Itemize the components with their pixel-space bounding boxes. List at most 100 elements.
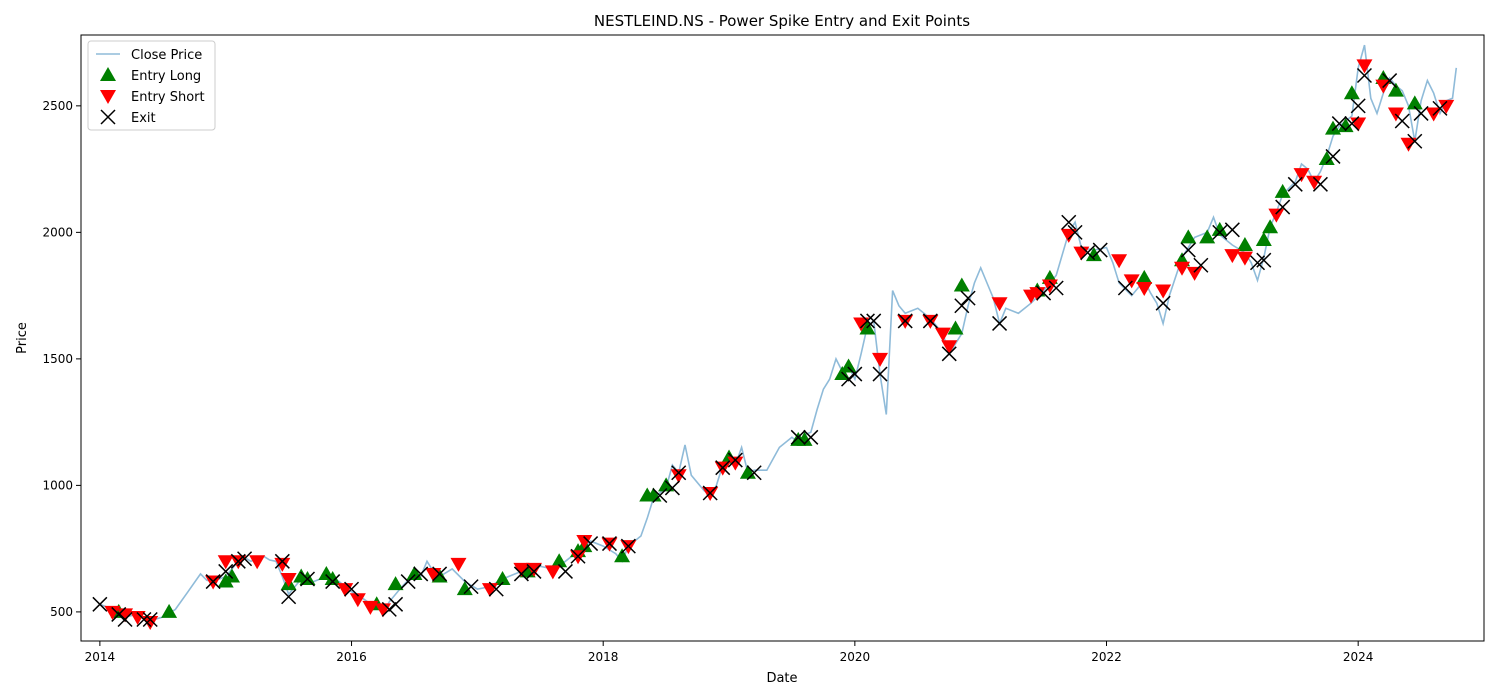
exit-marker	[1275, 199, 1291, 215]
entry-long-marker	[494, 571, 511, 586]
exit-marker	[1432, 100, 1448, 116]
exit-marker	[922, 313, 938, 329]
exit-marker	[897, 313, 913, 329]
exit-marker	[1331, 116, 1347, 132]
entry-long-marker	[1136, 269, 1153, 284]
exit-marker	[872, 366, 888, 382]
exit-marker	[325, 574, 341, 590]
entry-long-marker	[1262, 219, 1279, 234]
x-tick-label: 2018	[588, 650, 619, 664]
y-axis: 500 1000 1500 2000 2500	[42, 99, 81, 619]
entry-short-marker	[576, 535, 593, 550]
entry-short-marker	[1186, 266, 1203, 281]
exit-marker	[281, 589, 297, 605]
exit-marker	[142, 611, 158, 628]
exit-marker	[1224, 222, 1240, 238]
entry-long-marker	[1274, 183, 1291, 198]
entry-long-marker	[1180, 229, 1197, 244]
entry-long-marker	[161, 603, 178, 618]
entry-short-marker	[349, 593, 366, 608]
entry-long-marker	[614, 548, 631, 563]
exit-marker	[274, 553, 290, 569]
entry-short-marker	[1356, 59, 1373, 74]
exit-marker	[746, 465, 762, 481]
entry-short-marker	[727, 456, 744, 471]
y-tick-label: 500	[50, 605, 73, 619]
entry-short-marker	[1111, 254, 1128, 269]
exit-marker	[1256, 252, 1272, 268]
entry-long-marker	[1199, 229, 1216, 244]
entry-short-marker	[450, 557, 467, 572]
exit-marker	[790, 429, 806, 445]
exit-marker	[218, 563, 234, 579]
exit-marker	[1344, 116, 1360, 132]
legend-box	[87, 40, 216, 131]
entry-short-marker	[274, 557, 291, 572]
exit-marker	[92, 596, 108, 612]
entry-long-marker	[1211, 221, 1228, 236]
exit-marker	[136, 611, 152, 628]
entry-long-marker	[840, 358, 857, 373]
entry-long-marker	[1406, 95, 1423, 110]
entry-long-marker	[947, 320, 964, 335]
y-tick-label: 2500	[42, 99, 73, 113]
entry-short-marker	[1136, 282, 1153, 297]
x-axis-label: Date	[766, 671, 797, 686]
exit-marker	[1155, 295, 1171, 311]
entry-short-marker	[104, 605, 121, 620]
exit-marker	[1067, 224, 1083, 240]
legend-short-swatch	[100, 90, 116, 104]
y-tick-label: 1000	[42, 478, 73, 492]
entry-short-marker	[872, 352, 889, 367]
y-tick-label: 2000	[42, 225, 73, 239]
exit-marker	[1080, 245, 1096, 261]
entry-short-marker	[941, 340, 958, 355]
exit-marker	[960, 290, 976, 306]
entry-long-marker	[1236, 237, 1253, 252]
entry-short-marker	[129, 610, 146, 625]
exit-marker	[570, 548, 586, 564]
entry-long-marker	[1085, 247, 1102, 262]
exit-marker	[1117, 280, 1133, 296]
entry-short-marker	[1293, 168, 1310, 183]
entry-long-marker	[953, 277, 970, 292]
entry-long-marker	[1337, 118, 1354, 133]
exit-marker	[526, 563, 542, 579]
exit-marker	[715, 460, 731, 476]
legend-label: Exit	[131, 111, 156, 126]
exit-marker	[117, 611, 133, 628]
entry-short-marker	[1155, 284, 1172, 299]
legend: Close Price Entry Long Entry Short Exit	[87, 40, 216, 131]
entry-short-marker	[1268, 208, 1285, 223]
entry-long-marker	[1387, 82, 1404, 97]
entry-long-marker	[658, 477, 675, 492]
exit-marker	[1407, 133, 1423, 149]
exit-marker	[992, 315, 1008, 331]
entry-long-marker	[1318, 150, 1335, 165]
exit-marker	[400, 574, 416, 590]
exit-marker	[652, 487, 668, 504]
entry-short-marker	[544, 565, 561, 580]
exit-marker	[866, 313, 882, 329]
entry-short-marker	[1174, 261, 1191, 276]
entry-short-marker	[513, 562, 530, 577]
exit-marker	[702, 485, 718, 501]
plot-frame	[80, 34, 1485, 642]
exit-marker	[841, 371, 857, 387]
exit-marker	[583, 536, 599, 552]
entry-long-marker	[456, 581, 473, 596]
legend-long-swatch	[100, 67, 116, 81]
exit-marker	[413, 566, 429, 582]
exit-marker	[1061, 214, 1077, 230]
entry-short-marker	[1236, 251, 1253, 266]
legend-label: Entry Long	[131, 69, 201, 84]
exit-marker	[671, 465, 687, 481]
exit-marker	[1036, 285, 1052, 301]
exit-marker	[803, 429, 819, 445]
entry-short-marker	[249, 555, 266, 570]
exit-marker	[727, 452, 743, 468]
exit-marker	[205, 574, 221, 590]
entry-short-marker	[991, 297, 1008, 312]
legend-label: Close Price	[131, 48, 202, 63]
